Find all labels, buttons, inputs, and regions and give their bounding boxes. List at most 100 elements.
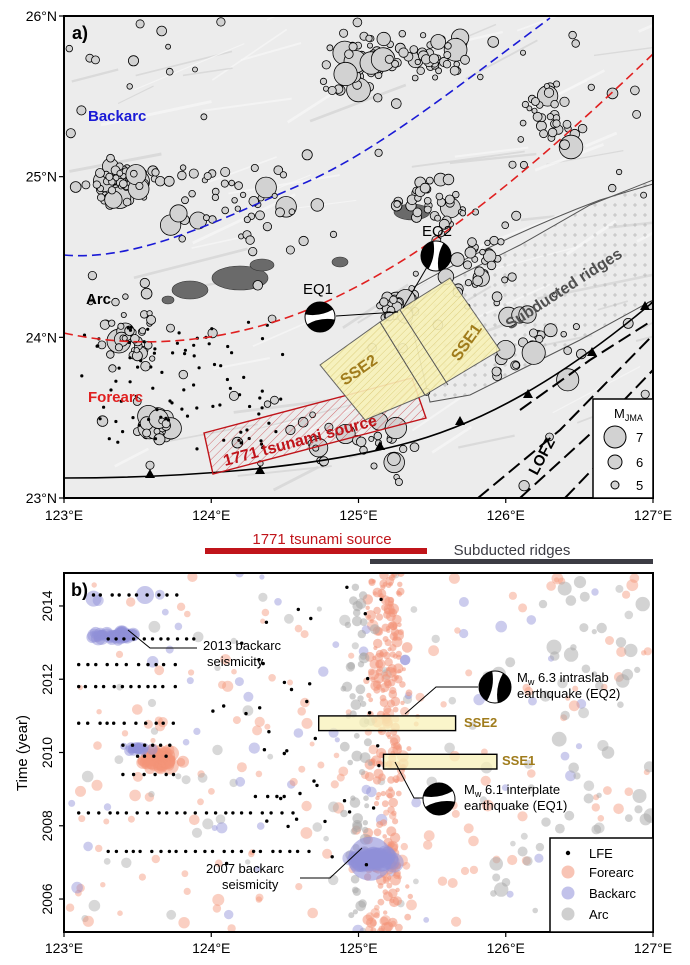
forearc-point <box>395 887 400 893</box>
forearc-point <box>383 705 392 714</box>
epicenter <box>87 298 94 306</box>
seismicity-point <box>554 577 560 583</box>
epicenter <box>571 39 580 48</box>
seismicity-point <box>212 893 225 906</box>
forearc-point <box>377 588 387 599</box>
epicenter <box>474 266 485 277</box>
epicenter <box>518 305 537 324</box>
relief-streak <box>584 131 618 148</box>
epicenter <box>333 61 358 87</box>
lfe-epicenter <box>128 380 132 384</box>
seismicity-point <box>624 787 634 796</box>
island <box>161 295 175 305</box>
lfe-point <box>106 637 110 641</box>
seismicity-point <box>150 737 156 744</box>
forearc-point <box>387 917 398 928</box>
lfe-point <box>171 772 176 777</box>
seismicity-point <box>256 822 265 830</box>
seismicity-point <box>230 637 237 645</box>
seismicity-point <box>81 915 89 923</box>
epicenter <box>228 179 235 187</box>
forearc-point <box>388 608 396 615</box>
forearc-point <box>395 650 402 658</box>
legend-symbol-forearc <box>561 865 575 879</box>
seismicity-point <box>468 835 479 847</box>
forearc-point <box>389 651 396 658</box>
lfe-epicenter <box>211 404 215 408</box>
epicenter <box>608 183 617 193</box>
lfe-epicenter <box>212 362 217 367</box>
seismicity-point <box>451 916 462 927</box>
lfe-point <box>224 861 229 866</box>
forearc-point <box>388 574 396 581</box>
forearc-point <box>389 898 395 904</box>
arc-point <box>596 622 607 634</box>
epicenter <box>179 164 187 171</box>
arc-point <box>353 732 360 739</box>
lfe-point <box>308 682 312 686</box>
epicenter <box>250 163 259 172</box>
seismicity-point <box>144 792 155 802</box>
lfe-point <box>183 811 187 815</box>
arc-point <box>632 789 647 803</box>
arc-point <box>367 761 373 767</box>
lfe-epicenter <box>281 352 285 357</box>
seismicity-point <box>603 786 612 795</box>
epicenter <box>517 136 525 143</box>
seismicity-point <box>423 830 435 842</box>
seismicity-point <box>518 603 528 613</box>
seismicity-point <box>520 832 528 840</box>
seismicity-point <box>166 909 177 920</box>
panel-a-axes: 123°E 124°E 125°E 126°E 127°E 23°N 24°N 25°N 26°… <box>26 8 672 523</box>
lfe-point <box>222 849 226 854</box>
epicenter <box>321 60 331 70</box>
lfe-epicenter <box>182 388 186 392</box>
lfe-point <box>366 676 370 681</box>
epicenter <box>615 168 623 176</box>
lfe-point <box>153 684 157 689</box>
lfe-epicenter <box>116 440 120 444</box>
seismicity-point <box>165 645 174 654</box>
lfe-point <box>120 684 125 689</box>
lfe-epicenter <box>114 419 118 424</box>
arc-point <box>551 731 567 747</box>
mechanism-quadrant <box>479 671 493 701</box>
epicenter <box>568 30 577 40</box>
epicenter <box>234 205 241 212</box>
epicenter <box>339 28 349 38</box>
seismicity-point <box>255 893 264 902</box>
lfe-point <box>296 607 300 612</box>
y-tick-label: 2008 <box>39 810 55 841</box>
seismicity-point <box>406 899 417 911</box>
annotation-eq1-line1: Mw 6.1 interplate <box>464 782 560 799</box>
annotation-2007-backarc-line2: seismicity <box>222 877 279 892</box>
epicenter <box>216 17 226 27</box>
seismicity-point <box>215 814 226 824</box>
x-tick-label: 126°E <box>487 507 525 523</box>
lfe-point <box>138 849 142 854</box>
arc-point <box>369 624 380 635</box>
epicenter <box>111 297 120 307</box>
epicenter <box>526 105 533 112</box>
seismicity-point <box>259 574 265 580</box>
lfe-point <box>231 811 235 815</box>
extent-bars: 1771 tsunami source Subducted ridges <box>205 531 653 564</box>
lfe-point <box>136 662 141 667</box>
lfe-point <box>98 593 103 597</box>
epicenter <box>122 197 132 207</box>
epicenter <box>263 400 272 408</box>
seismicity-point <box>176 602 186 611</box>
epicenter <box>76 105 87 116</box>
lfe-point <box>165 811 169 815</box>
lfe-point <box>253 794 258 799</box>
forearc-point <box>373 768 384 779</box>
arc-point <box>617 701 624 708</box>
lfe-epicenter <box>127 340 131 345</box>
lfe-point <box>142 754 147 758</box>
forearc-point <box>157 751 168 762</box>
lfe-epicenter <box>142 340 146 344</box>
legend-label-lfe: LFE <box>589 846 613 861</box>
epicenter <box>562 119 572 129</box>
seismicity-point <box>103 858 111 865</box>
lfe-epicenter <box>137 423 141 427</box>
